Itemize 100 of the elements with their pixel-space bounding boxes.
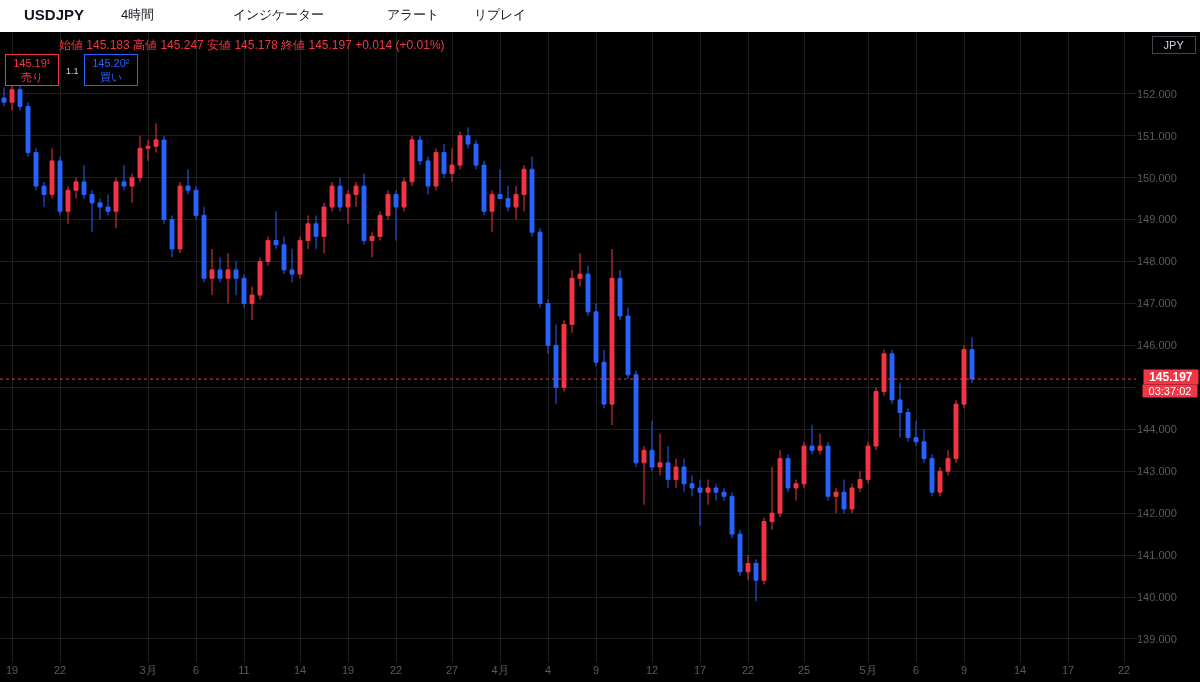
candlestick xyxy=(585,265,591,317)
annotation: 145.19¹ 売り xyxy=(13,57,51,84)
candlestick xyxy=(369,231,375,258)
candlestick xyxy=(281,235,287,275)
x-tick-label: 6 xyxy=(192,664,200,676)
candlestick xyxy=(657,432,663,476)
y-tick-label: 140.000 xyxy=(1137,590,1177,603)
candlestick xyxy=(913,420,919,447)
candlestick xyxy=(937,466,943,497)
candlestick xyxy=(497,168,503,200)
candlestick xyxy=(729,491,735,539)
candlestick xyxy=(305,214,311,250)
candlestick xyxy=(241,273,247,309)
candlestick xyxy=(777,449,783,518)
candlestick xyxy=(833,487,839,514)
candlestick xyxy=(209,248,215,296)
text: 4時間 xyxy=(121,7,155,22)
candlestick xyxy=(193,185,199,221)
x-tick-label: 4 xyxy=(544,664,552,676)
candlestick xyxy=(49,147,55,200)
candlestick xyxy=(513,185,519,221)
x-tick-label: 27 xyxy=(445,664,459,676)
candlestick xyxy=(785,453,791,493)
x-tick-label: 9 xyxy=(592,664,600,676)
candlestick xyxy=(353,181,359,208)
candlestick xyxy=(41,181,47,208)
candlestick xyxy=(481,160,487,216)
candlestick xyxy=(225,252,231,304)
y-tick-label: 139.000 xyxy=(1137,632,1177,645)
candlestick xyxy=(825,441,831,502)
y-tick-label: 142.000 xyxy=(1137,506,1177,519)
y-tick-label: 152.000 xyxy=(1137,87,1177,100)
candlestick xyxy=(921,428,927,464)
text: アラート xyxy=(387,7,439,22)
candlestick xyxy=(249,286,255,321)
text: 始値 145.183 高値 145.247 安値 145.178 終値 145.197 +0.014 (+0.01%) xyxy=(59,38,445,52)
candlestick xyxy=(473,139,479,170)
y-tick-label: 141.000 xyxy=(1137,548,1177,561)
candlestick xyxy=(553,323,559,405)
candlestick xyxy=(801,441,807,489)
candlestick xyxy=(673,458,679,489)
candlestick xyxy=(705,479,711,506)
candlestick xyxy=(257,256,263,300)
candlestick xyxy=(649,420,655,472)
ref-line-label: 145.197 xyxy=(1149,370,1193,384)
x-tick-label: 19 xyxy=(5,664,19,676)
x-tick-label: 5月 xyxy=(859,664,877,676)
candlestick xyxy=(681,458,687,493)
x-tick-label: 17 xyxy=(1061,664,1075,676)
candlestick xyxy=(81,164,87,200)
candlestick xyxy=(641,445,647,506)
candlestick xyxy=(393,189,399,242)
candlestick xyxy=(889,349,895,405)
candlestick xyxy=(233,261,239,296)
chart-title: USDJPY xyxy=(24,6,85,24)
x-tick-label: 4月 xyxy=(491,664,509,676)
y-tick-label: 149.000 xyxy=(1137,213,1177,226)
candlestick xyxy=(905,407,911,443)
candlestick xyxy=(337,177,343,212)
candlestick xyxy=(121,164,127,191)
text: 03:37:02 xyxy=(1148,385,1192,397)
candlestick xyxy=(169,214,175,258)
candlestick xyxy=(385,189,391,221)
candlestick xyxy=(441,143,447,179)
candlestick xyxy=(761,516,767,585)
candlestick xyxy=(25,101,31,158)
candlestick xyxy=(521,164,527,212)
candlestick xyxy=(409,135,415,187)
candlestick xyxy=(113,177,119,229)
candlestick xyxy=(457,131,463,170)
y-tick-label: 146.000 xyxy=(1137,339,1177,352)
candlestick xyxy=(809,424,815,455)
candlestick xyxy=(857,470,863,493)
candlestick xyxy=(697,479,703,527)
annotation: 145.20² 買い xyxy=(92,57,130,84)
candlestick xyxy=(177,181,183,254)
text: インジケーター xyxy=(233,7,324,22)
candlestick xyxy=(153,122,159,154)
candlestick xyxy=(945,449,951,476)
candlestick xyxy=(137,135,143,183)
candlestick xyxy=(745,554,751,581)
candlestick xyxy=(417,135,423,166)
candlestick xyxy=(377,210,383,242)
candlestick xyxy=(265,235,271,267)
y-tick-label: 143.000 xyxy=(1137,465,1177,478)
candlestick xyxy=(313,214,319,250)
candlestick xyxy=(953,399,959,464)
candlestick xyxy=(449,147,455,183)
candlestick xyxy=(849,483,855,514)
y-tick-label: 150.000 xyxy=(1137,171,1177,184)
x-tick-label: 19 xyxy=(341,664,355,676)
candlestick xyxy=(1,87,7,107)
text: JPY xyxy=(1163,39,1185,51)
candlestick xyxy=(105,193,111,216)
annotation: 1.1 xyxy=(66,66,79,76)
candlestick xyxy=(33,147,39,191)
y-tick-label: 148.000 xyxy=(1137,255,1177,268)
candlestick xyxy=(161,135,167,225)
x-tick-label: 22 xyxy=(53,664,67,676)
candlestick xyxy=(321,202,327,254)
